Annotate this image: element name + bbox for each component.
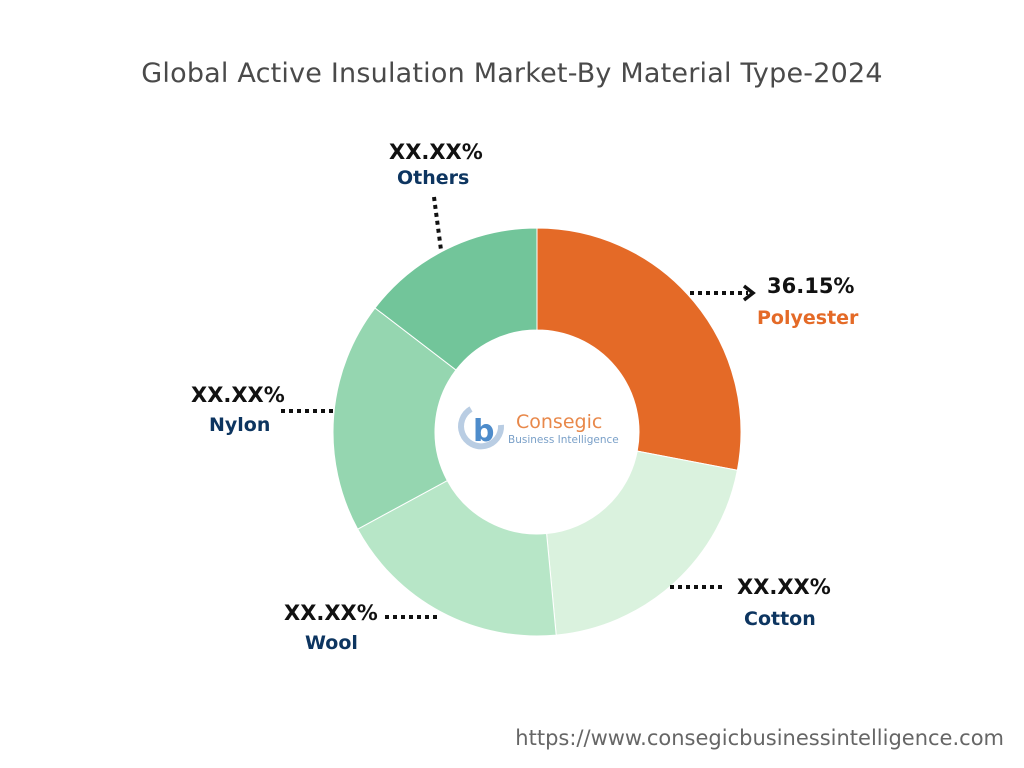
- nylon-label: Nylon: [209, 414, 270, 436]
- slice-wool: [356, 479, 557, 637]
- donut-slices: [332, 227, 742, 637]
- nylon-value: XX.XX%: [191, 383, 285, 407]
- logo-name: Consegic: [516, 411, 602, 433]
- slice-polyester: [536, 227, 742, 471]
- polyester-value: 36.15%: [767, 274, 854, 298]
- leader-line-others: [432, 196, 443, 251]
- chart-title: Global Active Insulation Market-By Mater…: [141, 58, 883, 89]
- slice-others: [374, 227, 538, 371]
- slice-cotton: [546, 450, 738, 636]
- logo-icon-letter: b: [473, 414, 494, 449]
- others-label: Others: [397, 167, 469, 189]
- others-value: XX.XX%: [389, 140, 483, 164]
- cotton-label: Cotton: [744, 608, 816, 630]
- cotton-value: XX.XX%: [737, 575, 831, 599]
- arrow-icon: [742, 284, 756, 302]
- logo: b Consegic Business Intelligence: [458, 406, 619, 450]
- slice-nylon: [332, 307, 457, 530]
- logo-icon: [458, 406, 505, 450]
- footer-url[interactable]: https://www.consegicbusinessintelligence…: [515, 726, 1004, 750]
- polyester-label: Polyester: [757, 307, 859, 329]
- logo-tagline: Business Intelligence: [508, 434, 619, 446]
- wool-label: Wool: [305, 632, 358, 654]
- wool-value: XX.XX%: [284, 601, 378, 625]
